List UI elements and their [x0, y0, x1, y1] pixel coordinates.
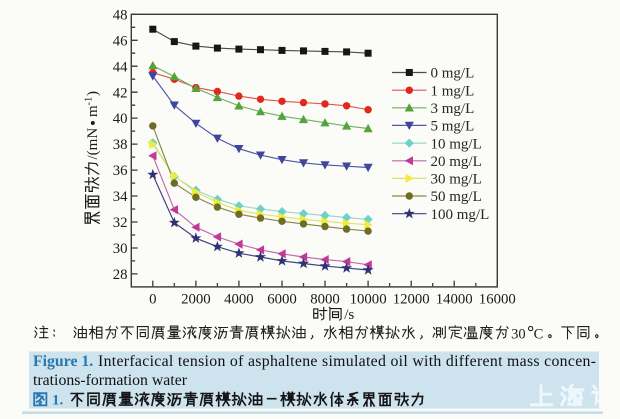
svg-text:38: 38	[113, 137, 128, 153]
svg-text:2000: 2000	[181, 292, 211, 308]
svg-text:Interfacical tension of asphal: Interfacical tension of asphaltene simul…	[98, 353, 596, 370]
svg-text:C: C	[534, 327, 544, 343]
svg-text:1 mg/L: 1 mg/L	[431, 83, 475, 99]
svg-text:30: 30	[511, 327, 525, 343]
svg-text:trations-formation water: trations-formation water	[33, 372, 188, 389]
svg-text:44: 44	[113, 59, 128, 75]
svg-text:10000: 10000	[350, 292, 387, 308]
svg-text:32: 32	[113, 215, 128, 231]
svg-text:/(mN: /(mN	[85, 128, 101, 160]
svg-text:0 mg/L: 0 mg/L	[431, 66, 475, 82]
svg-text:10 mg/L: 10 mg/L	[431, 136, 482, 152]
svg-text:0: 0	[149, 292, 156, 308]
svg-text:-1: -1	[84, 97, 95, 106]
svg-text:34: 34	[113, 189, 128, 205]
svg-text:20 mg/L: 20 mg/L	[431, 154, 482, 170]
svg-text:6000: 6000	[267, 292, 297, 308]
svg-text:16000: 16000	[479, 292, 516, 308]
svg-text:m: m	[85, 105, 101, 117]
svg-text:30: 30	[113, 241, 128, 257]
svg-text:42: 42	[113, 85, 128, 101]
svg-text:40: 40	[113, 111, 128, 127]
svg-text:): )	[85, 91, 101, 96]
svg-text:3 mg/L: 3 mg/L	[431, 101, 475, 117]
svg-text:14000: 14000	[436, 292, 473, 308]
svg-text:/s: /s	[344, 307, 354, 323]
svg-text:Figure 1.: Figure 1.	[33, 353, 93, 370]
svg-text:28: 28	[113, 267, 128, 283]
svg-text:36: 36	[113, 163, 128, 179]
svg-text:50 mg/L: 50 mg/L	[431, 189, 482, 205]
svg-text:30 mg/L: 30 mg/L	[431, 172, 482, 188]
svg-text:12000: 12000	[393, 292, 430, 308]
svg-text:4000: 4000	[224, 292, 254, 308]
svg-text:5 mg/L: 5 mg/L	[431, 119, 475, 135]
svg-text:100 mg/L: 100 mg/L	[431, 207, 490, 223]
svg-text:8000: 8000	[310, 292, 340, 308]
svg-text:48: 48	[113, 7, 128, 23]
svg-text:1.: 1.	[52, 392, 64, 408]
svg-text:46: 46	[113, 33, 128, 49]
